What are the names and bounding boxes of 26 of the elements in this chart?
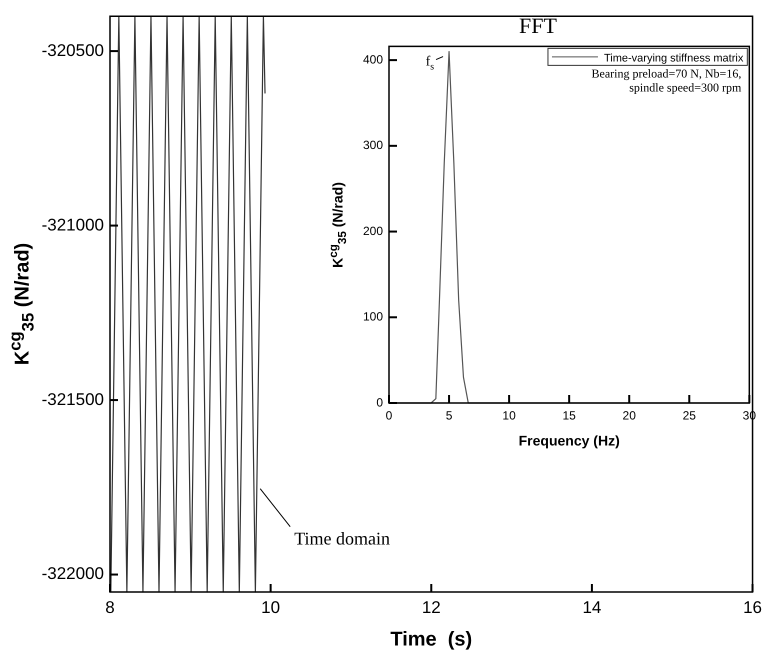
x-tick-label: 12: [422, 598, 441, 617]
y-tick-label: -321500: [42, 390, 104, 409]
x-tick-label: 25: [682, 408, 696, 423]
y-tick-label: -322000: [42, 564, 104, 584]
x-tick-label: 0: [386, 408, 393, 423]
annotation: Bearing preload=70 N, Nb=16, spindle speed=300 rpm: [591, 66, 742, 94]
x-tick-label: 5: [446, 408, 453, 423]
x-tick-label: 20: [622, 408, 636, 423]
y-tick-label: -320500: [42, 40, 104, 60]
x-tick-label: 14: [582, 598, 602, 617]
x-tick-label: 8: [105, 598, 115, 617]
y-tick-label: 200: [362, 224, 384, 238]
chart-title: FFT: [519, 12, 558, 38]
x-tick-label: 10: [502, 408, 516, 423]
x-axis-title: Frequency (Hz): [518, 432, 620, 448]
annotation: Time domain: [294, 528, 390, 549]
x-tick-label: 16: [743, 598, 762, 617]
y-tick-label: 100: [362, 310, 384, 324]
x-tick-label: 10: [261, 598, 280, 617]
y-tick-label: -321000: [42, 215, 104, 234]
x-tick-label: 15: [562, 408, 576, 423]
x-axis-title: Time (s): [390, 628, 472, 651]
legend-label: Time-varying stiffness matrix: [604, 52, 744, 64]
y-tick-label: 0: [376, 395, 384, 410]
y-tick-label: 300: [362, 138, 384, 152]
y-tick-label: 400: [362, 52, 384, 66]
